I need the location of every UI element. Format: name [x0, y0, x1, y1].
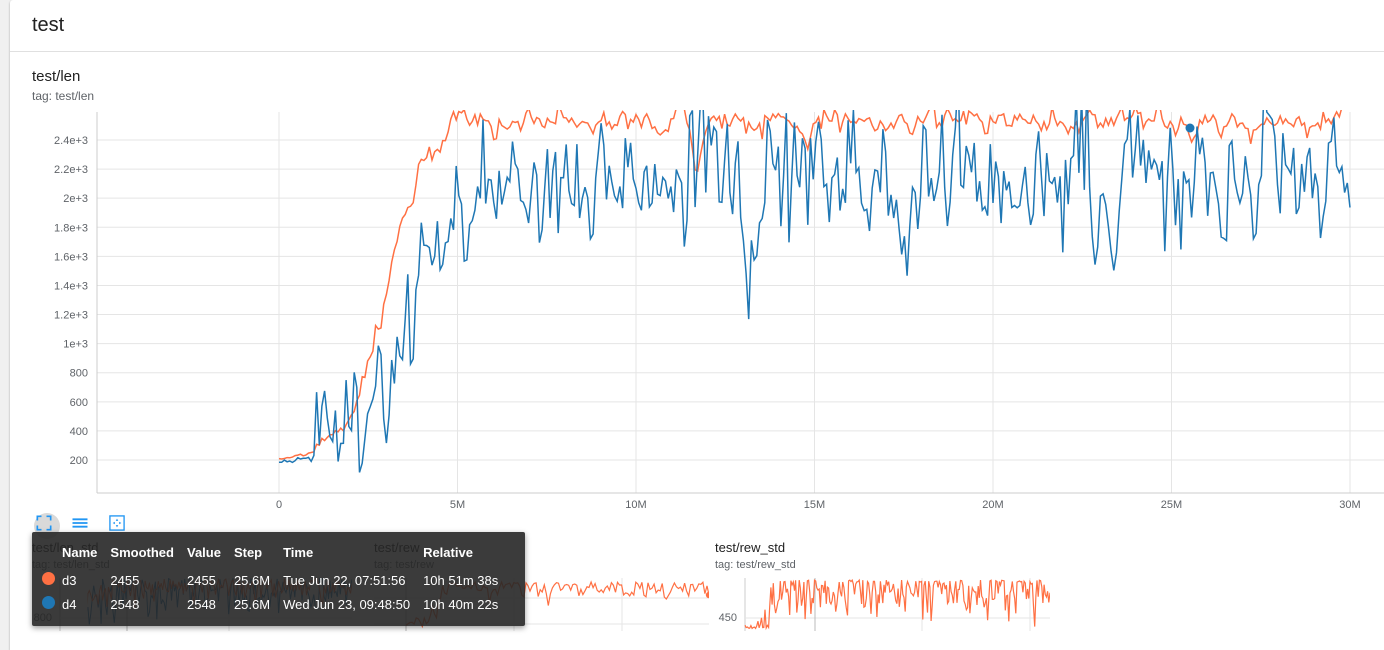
svg-text:2.4e+3: 2.4e+3: [54, 135, 88, 147]
svg-text:200: 200: [70, 455, 88, 467]
svg-text:30M: 30M: [1339, 499, 1360, 511]
svg-text:20M: 20M: [982, 499, 1003, 511]
svg-text:1e+3: 1e+3: [63, 339, 88, 351]
svg-text:450: 450: [719, 612, 737, 624]
svg-text:0: 0: [276, 499, 282, 511]
svg-text:25M: 25M: [1161, 499, 1182, 511]
svg-text:5M: 5M: [450, 499, 465, 511]
svg-text:10M: 10M: [625, 499, 646, 511]
svg-text:15M: 15M: [804, 499, 825, 511]
svg-text:2e+3: 2e+3: [63, 193, 88, 205]
svg-text:1.6e+3: 1.6e+3: [54, 251, 88, 263]
svg-text:400: 400: [70, 426, 88, 438]
svg-text:1.8e+3: 1.8e+3: [54, 222, 88, 234]
svg-text:600: 600: [70, 397, 88, 409]
svg-text:800: 800: [70, 368, 88, 380]
svg-text:1.4e+3: 1.4e+3: [54, 280, 88, 292]
svg-text:1.2e+3: 1.2e+3: [54, 310, 88, 322]
svg-text:2.2e+3: 2.2e+3: [54, 164, 88, 176]
